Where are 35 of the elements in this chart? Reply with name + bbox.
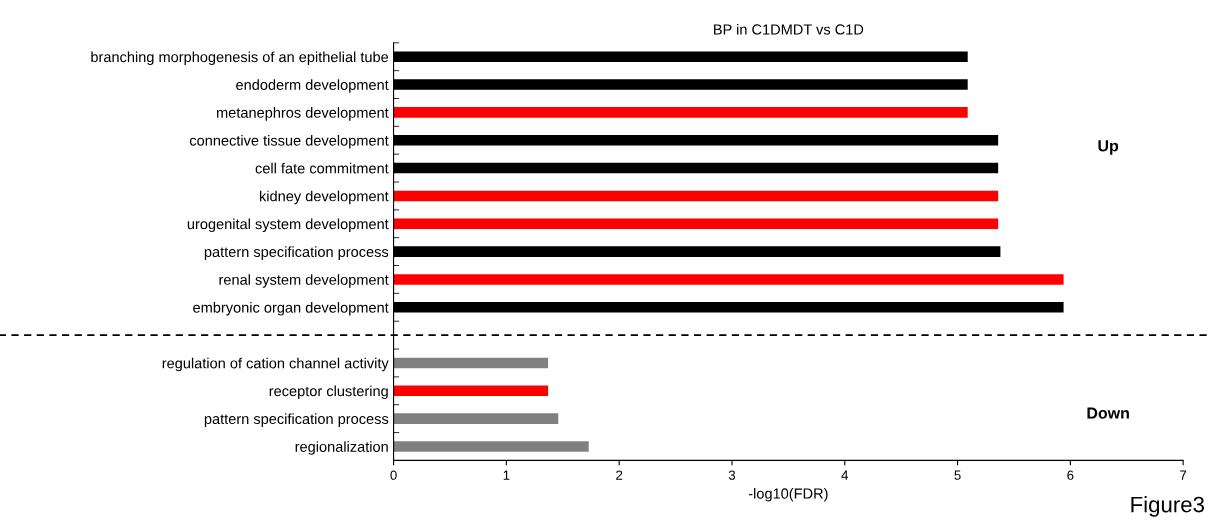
y-tick-label: regulation of cation channel activity bbox=[162, 357, 389, 372]
y-tick-label: connective tissue development bbox=[189, 134, 389, 149]
y-tick-label: receptor clustering bbox=[269, 385, 388, 400]
y-tick-label: embryonic organ development bbox=[193, 302, 389, 316]
bar bbox=[393, 441, 589, 452]
bar bbox=[393, 274, 1064, 285]
chart-title: BP in C1DMDT vs C1D bbox=[714, 23, 864, 35]
x-tick-label: 7 bbox=[1180, 470, 1187, 480]
bar bbox=[393, 413, 559, 424]
bar bbox=[393, 385, 549, 397]
y-tick-label: branching morphogenesis of an epithelial tube bbox=[91, 51, 389, 66]
x-tick-label: 3 bbox=[728, 470, 736, 480]
y-tick-label: endoderm development bbox=[236, 79, 389, 93]
x-tick-label: 5 bbox=[954, 470, 961, 480]
caption: Figure3 bbox=[1131, 496, 1204, 517]
annotation: Down bbox=[1087, 407, 1129, 419]
y-tick-label: regionalization bbox=[295, 441, 388, 455]
x-tick-label: 6 bbox=[1067, 470, 1074, 480]
bar bbox=[393, 357, 549, 369]
y-tick-label: metanephros development bbox=[217, 107, 389, 121]
y-tick-label: pattern specification process bbox=[204, 246, 389, 260]
y-tick-label: kidney development bbox=[259, 190, 389, 205]
y-tick-label: urogenital system development bbox=[187, 218, 389, 233]
y-tick-label: pattern specification process bbox=[204, 413, 389, 427]
x-tick-label: 4 bbox=[841, 470, 849, 480]
x-tick-label: 1 bbox=[503, 470, 510, 480]
x-tick-label: 2 bbox=[616, 470, 623, 480]
bar bbox=[393, 190, 999, 202]
x-tick-label: 0 bbox=[390, 470, 397, 480]
x-axis-title: -log10(FDR) bbox=[748, 487, 828, 502]
bar bbox=[393, 107, 968, 118]
y-tick-label: cell fate commitment bbox=[255, 162, 389, 174]
bar bbox=[393, 218, 999, 230]
annotation: Up bbox=[1098, 140, 1119, 155]
y-tick-label: renal system development bbox=[219, 274, 389, 288]
